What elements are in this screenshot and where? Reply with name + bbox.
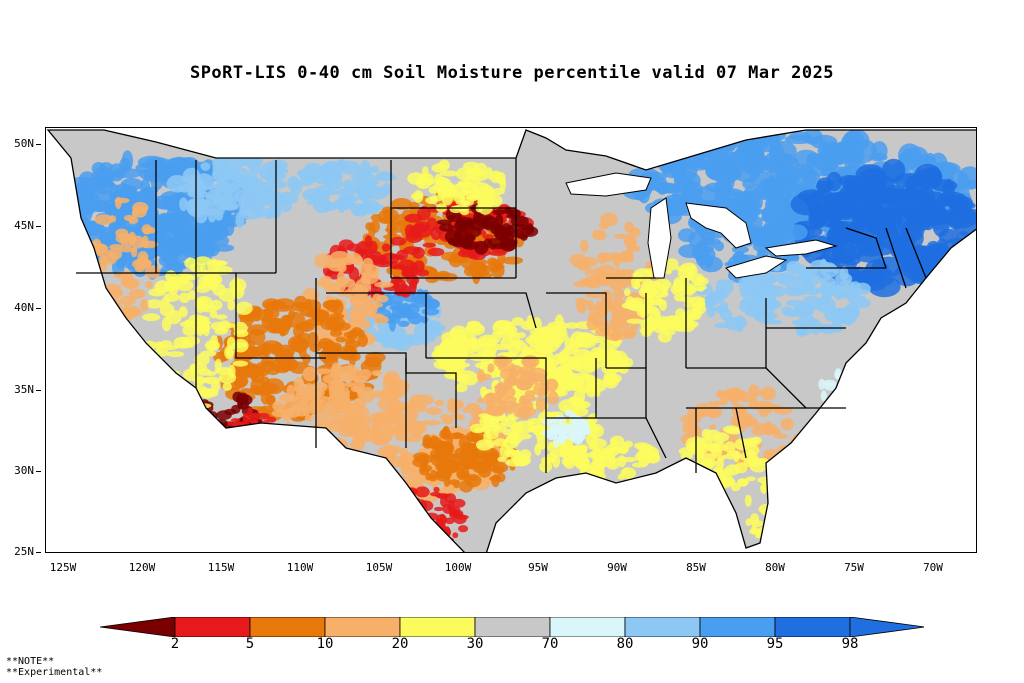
lat-label: 40N	[14, 301, 41, 314]
lat-label: 30N	[14, 464, 41, 477]
lon-label: 115W	[207, 561, 235, 574]
great-lake	[565, 172, 652, 197]
state-border	[765, 367, 807, 409]
colorbar-label: 5	[245, 636, 255, 652]
lon-label: 85W	[686, 561, 706, 574]
state-border	[905, 227, 927, 279]
state-border	[546, 292, 607, 368]
state-border	[845, 227, 887, 269]
state-border	[426, 292, 537, 329]
map-title: SPoRT-LIS 0-40 cm Soil Moisture percenti…	[189, 63, 835, 83]
state-border	[46, 129, 976, 552]
lon-label: 80W	[765, 561, 785, 574]
state-border	[645, 417, 667, 459]
state-border	[316, 352, 407, 448]
map-canvas	[46, 129, 976, 552]
colorbar-label: 2	[170, 636, 180, 652]
colorbar-label: 80	[616, 636, 634, 652]
notes: **NOTE** **Experimental**	[6, 656, 102, 678]
lon-label: 100W	[444, 561, 472, 574]
state-border	[885, 227, 907, 289]
great-lake	[647, 197, 672, 279]
colorbar-bin	[624, 617, 701, 637]
lon-label: 105W	[365, 561, 393, 574]
lon-label: 75W	[844, 561, 864, 574]
soil-moisture-map	[45, 127, 977, 553]
great-lake	[764, 239, 838, 257]
note-line: **NOTE**	[6, 656, 55, 667]
state-border	[735, 407, 747, 459]
colorbar-bin	[399, 617, 476, 637]
state-border	[235, 273, 326, 359]
great-lake	[725, 255, 788, 279]
colorbar-bin	[174, 617, 251, 637]
lon-label: 120W	[128, 561, 156, 574]
colorbar-label: 20	[391, 636, 409, 652]
state-border	[405, 358, 457, 428]
colorbar	[100, 617, 924, 637]
lat-label: 45N	[14, 219, 41, 232]
colorbar-bin	[100, 617, 176, 637]
colorbar-bin	[699, 617, 776, 637]
colorbar-label: 98	[841, 636, 859, 652]
note-line: **Experimental**	[6, 667, 103, 678]
lon-label: 90W	[607, 561, 627, 574]
lon-label: 70W	[923, 561, 943, 574]
colorbar-label: 70	[541, 636, 559, 652]
colorbar-bin	[849, 617, 924, 637]
colorbar-label: 30	[466, 636, 484, 652]
colorbar-label: 90	[691, 636, 709, 652]
colorbar-bin	[549, 617, 626, 637]
colorbar-bin	[474, 617, 551, 637]
lon-label: 95W	[528, 561, 548, 574]
colorbar-bin	[774, 617, 851, 637]
lon-label: 125W	[49, 561, 77, 574]
great-lake	[685, 202, 752, 249]
lat-label: 50N	[14, 137, 41, 150]
colorbar-label: 95	[766, 636, 784, 652]
colorbar-bin	[249, 617, 326, 637]
lon-label: 110W	[286, 561, 314, 574]
lat-label: 35N	[14, 383, 41, 396]
state-border	[426, 357, 547, 418]
colorbar-label: 10	[316, 636, 334, 652]
colorbar-bin	[324, 617, 401, 637]
lat-label: 25N	[14, 545, 41, 558]
